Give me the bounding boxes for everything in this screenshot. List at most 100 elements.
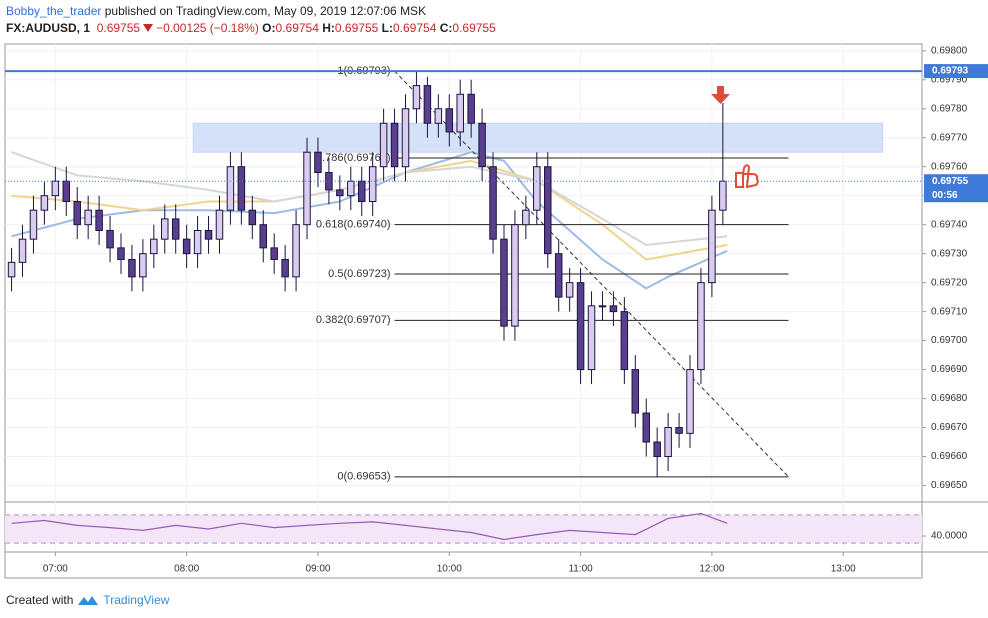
y-tick-label: 0.69680 — [931, 393, 968, 404]
y-tick-label: 0.69710 — [931, 306, 968, 317]
candle-body — [642, 412, 650, 443]
rsi-band — [5, 514, 922, 544]
candle-body — [336, 189, 344, 197]
candle-body — [719, 180, 727, 211]
candle-body — [544, 166, 552, 255]
y-tick-label: 0.69760 — [931, 161, 968, 172]
ohlc-key: O: — [262, 21, 276, 35]
fib-label: 0.382(0.69707) — [316, 314, 391, 326]
candle-body — [708, 209, 716, 284]
brand: TradingView — [103, 593, 170, 607]
candle-body — [347, 180, 355, 197]
x-tick-label: 09:00 — [305, 564, 330, 575]
candle-body — [106, 229, 114, 249]
rsi-line — [11, 512, 728, 541]
y-tick-label: 0.69660 — [931, 451, 968, 462]
created-with: Created with — [6, 593, 74, 607]
countdown: 00:56 — [932, 190, 958, 201]
candle-body — [653, 441, 661, 458]
ohlc-value: 0.69754 — [392, 21, 437, 35]
fib-label: 0.5(0.69723) — [328, 268, 390, 280]
candle-body — [478, 122, 486, 168]
header: Bobby_the_trader published on TradingVie… — [6, 3, 496, 37]
candle-body — [423, 85, 432, 124]
ohlc-value: 0.69754 — [275, 21, 319, 35]
x-tick-label: 12:00 — [699, 564, 724, 575]
candle-body — [226, 166, 235, 211]
candle-body — [697, 282, 705, 371]
ohlc-key: C: — [439, 21, 453, 35]
candle-body — [73, 200, 81, 226]
ohlc-key: H: — [322, 21, 335, 35]
moving-average — [11, 151, 728, 290]
y-tick-label: 0.69730 — [931, 248, 968, 259]
candle-body — [576, 282, 585, 371]
candle-body — [609, 305, 618, 313]
candle-body — [117, 247, 125, 260]
candle-body — [7, 261, 16, 278]
candle-body — [357, 180, 366, 202]
main-pane: 1(0.69793)0.786(0.69763)0.618(0.69740)0.… — [5, 65, 922, 483]
y-tick-label: 0.69720 — [931, 277, 968, 288]
candle-body — [95, 209, 103, 231]
footer: Created with TradingView — [6, 593, 169, 607]
candle-body — [675, 427, 683, 434]
x-tick-label: 07:00 — [43, 564, 68, 575]
candle-body — [248, 209, 257, 226]
symbol: FX:AUDUSD, 1 — [6, 21, 91, 35]
candle-body — [390, 122, 399, 168]
arrow-head — [711, 94, 730, 104]
candle-body — [139, 253, 147, 278]
candle-body — [467, 93, 475, 124]
header-line-2: FX:AUDUSD, 1 0.69755 −0.00125 (−0.18%) O:… — [6, 20, 496, 37]
candle-body — [620, 311, 629, 371]
candle-body — [554, 253, 563, 298]
candle-body — [379, 122, 388, 168]
candle-body — [664, 427, 672, 458]
candle-body — [401, 108, 410, 168]
candle-body — [314, 151, 322, 174]
candle-body — [62, 180, 71, 202]
candle-body — [270, 247, 278, 260]
tv-logo — [78, 596, 99, 605]
candle-body — [686, 369, 694, 434]
candle-body — [368, 166, 377, 202]
price-line-box — [924, 64, 988, 79]
price-line-label: 0.69793 — [932, 66, 969, 77]
resistance-zone — [192, 122, 884, 153]
candle-body — [565, 282, 574, 298]
logo-shape — [78, 596, 99, 605]
published: published on TradingView.com, May 09, 20… — [104, 4, 427, 18]
thumbs-down-icon — [735, 164, 759, 189]
candle-body — [489, 166, 497, 240]
fib-label: 0.786(0.69763) — [316, 152, 391, 164]
fib-label: 0.618(0.69740) — [316, 219, 391, 231]
sell-arrow — [711, 86, 730, 104]
candle-body — [412, 85, 421, 110]
change: −0.00125 (−0.18%) — [156, 21, 259, 35]
last-price: 0.69755 — [96, 21, 141, 35]
y-tick-label: 0.69800 — [931, 45, 968, 56]
rsi-pane — [5, 512, 922, 544]
ohlc-value: 0.69755 — [452, 21, 496, 35]
header-line-1: Bobby_the_trader published on TradingVie… — [6, 3, 496, 20]
thumb-cuff — [735, 172, 744, 188]
y-tick-label: 0.69770 — [931, 132, 968, 143]
fib-label: 0(0.69653) — [337, 471, 390, 483]
candle-body — [445, 108, 454, 133]
candle-body — [18, 238, 27, 263]
y-tick-label: 0.69690 — [931, 364, 968, 375]
x-tick-label: 11:00 — [568, 564, 593, 575]
candle-body — [598, 305, 607, 308]
candle-body — [533, 166, 541, 211]
ohlc-key: L: — [381, 21, 393, 35]
y-tick-label: 0.69700 — [931, 335, 968, 346]
y-tick-label: 0.69790 — [931, 74, 968, 85]
candle-body — [128, 258, 136, 278]
author: Bobby_the_trader — [6, 4, 102, 18]
candle-body — [237, 166, 246, 211]
candle-body — [29, 209, 38, 240]
candle-body — [182, 238, 191, 255]
x-tick-label: 10:00 — [437, 564, 462, 575]
